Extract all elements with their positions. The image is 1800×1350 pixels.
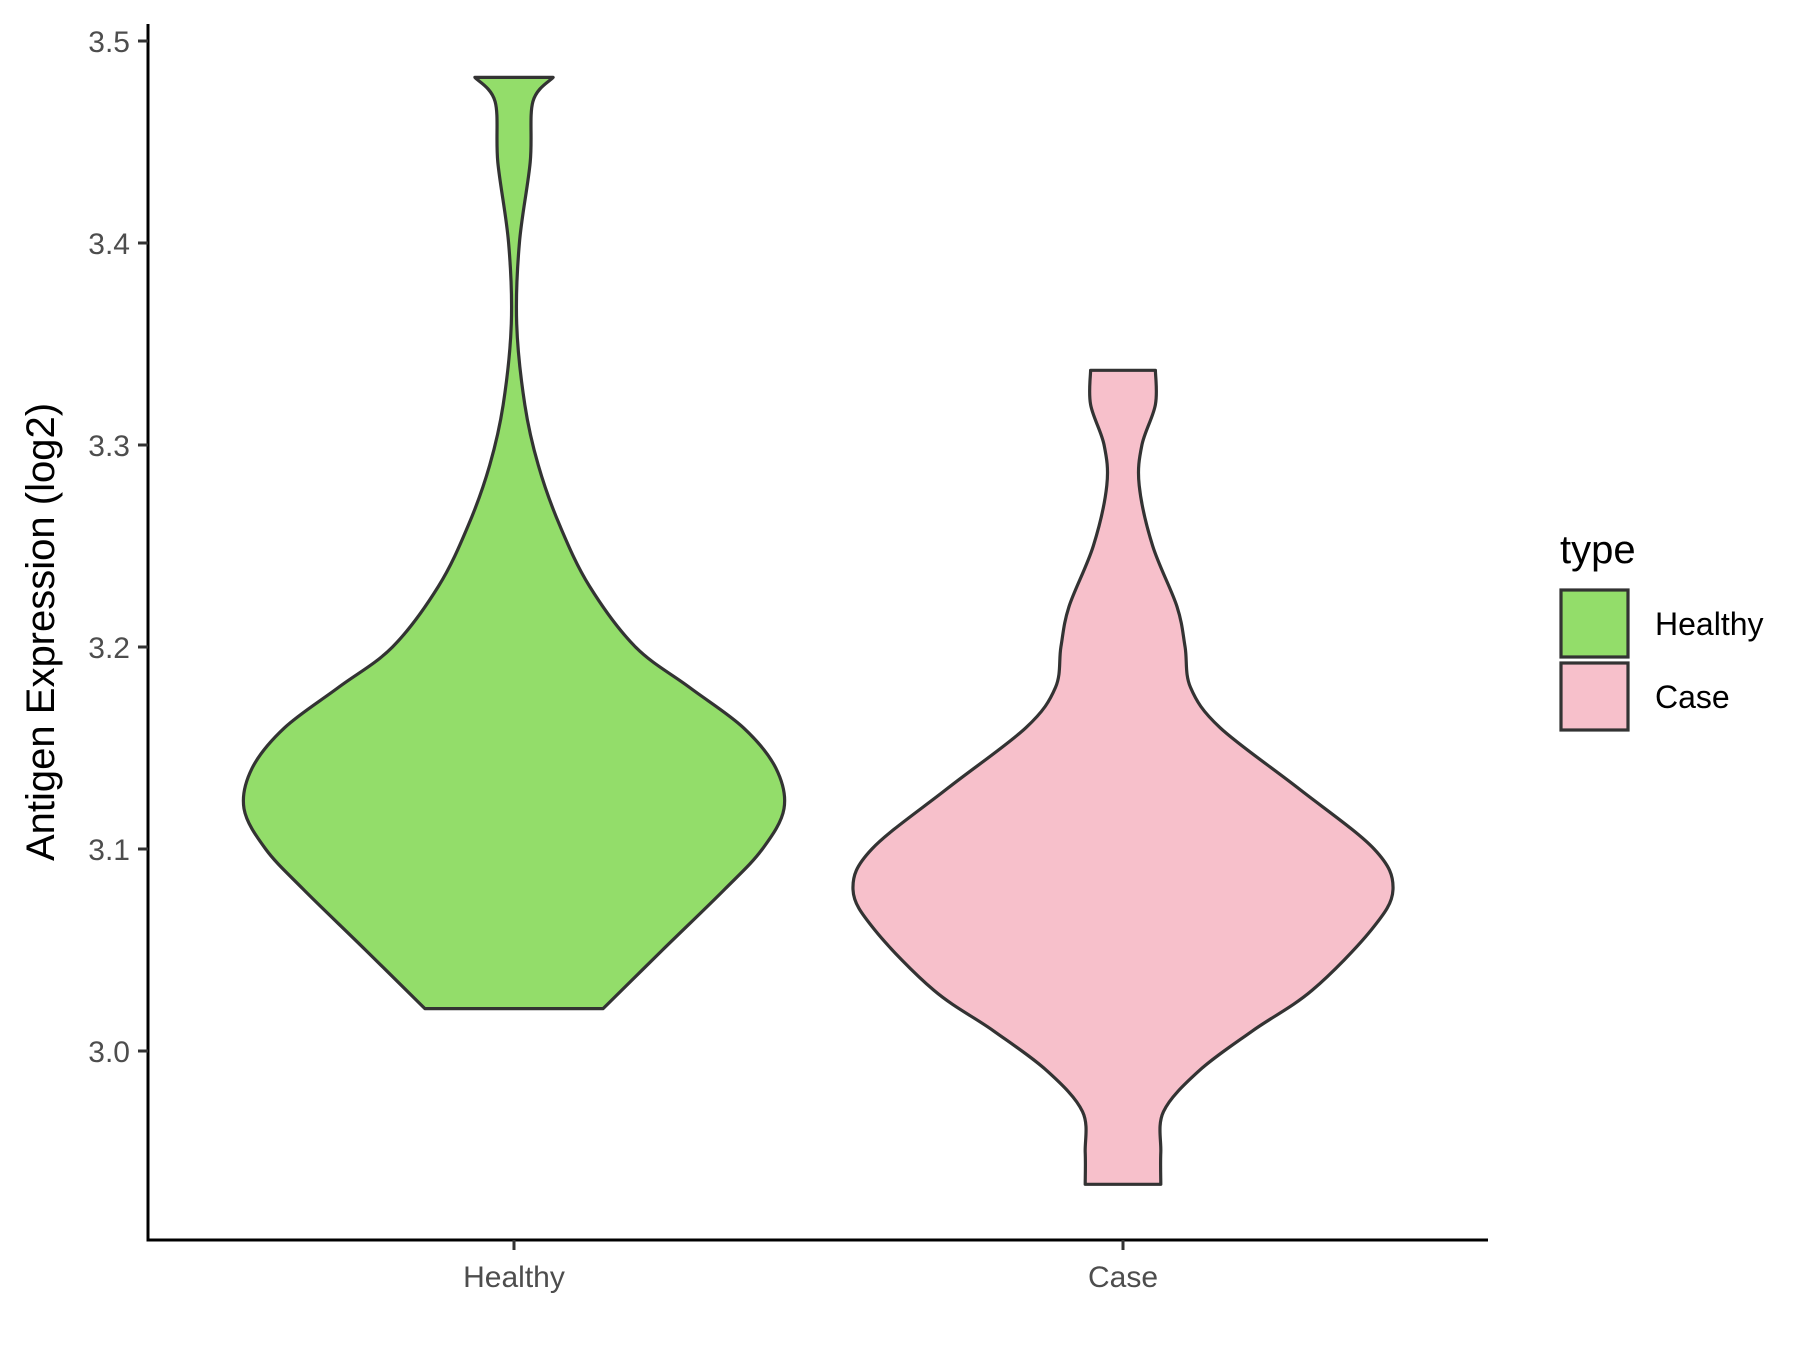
legend-title: type	[1560, 528, 1636, 572]
violin-healthy	[241, 75, 787, 1011]
y-tick-label: 3.4	[88, 228, 130, 261]
y-axis-ticks: 3.0 3.1 3.2 3.3 3.4 3.5	[88, 26, 148, 1069]
y-tick-label: 3.5	[88, 26, 130, 59]
legend-key-case	[1559, 661, 1630, 732]
plot-area	[241, 75, 1395, 1186]
y-tick-label: 3.2	[88, 632, 130, 665]
y-tick-label: 3.1	[88, 834, 130, 867]
x-axis-ticks: Healthy Case	[463, 1240, 1158, 1294]
legend-label-healthy: Healthy	[1655, 606, 1764, 642]
legend-label-case: Case	[1655, 679, 1730, 715]
x-tick-label: Healthy	[463, 1261, 565, 1294]
violin-case	[851, 368, 1395, 1186]
y-tick-label: 3.0	[88, 1036, 130, 1069]
legend-key-healthy	[1559, 588, 1630, 659]
y-tick-label: 3.3	[88, 430, 130, 463]
legend: type Healthy Case	[1559, 528, 1764, 732]
y-axis-title: Antigen Expression (log2)	[19, 403, 63, 861]
x-tick-label: Case	[1088, 1261, 1158, 1294]
